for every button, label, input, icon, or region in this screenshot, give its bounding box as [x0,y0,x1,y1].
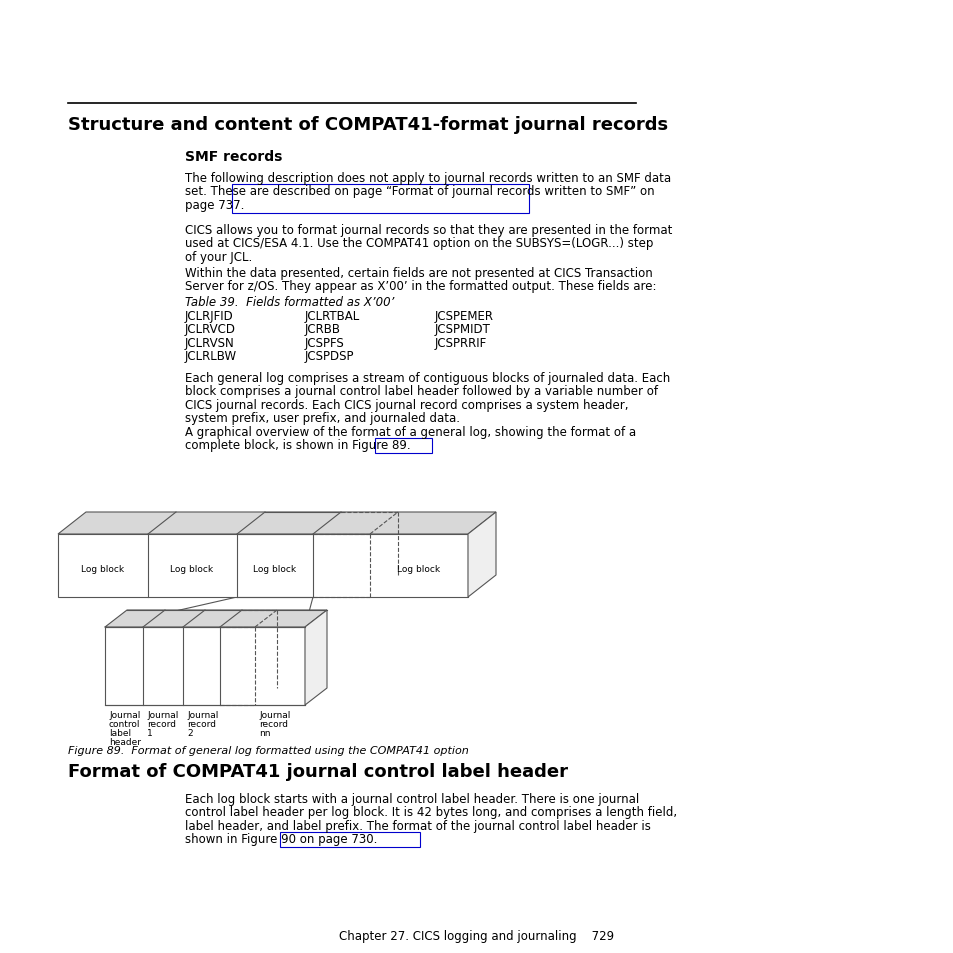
Bar [280,832,419,847]
Text: Within the data presented, certain fields are not presented at CICS Transaction: Within the data presented, certain field… [185,267,652,280]
Polygon shape [105,610,165,627]
Text: CICS allows you to format journal records so that they are presented in the form: CICS allows you to format journal record… [185,224,672,236]
Text: header: header [109,738,141,746]
Text: used at CICS/ESA 4.1. Use the COMPAT41 option on the SUBSYS=(LOGR...) step: used at CICS/ESA 4.1. Use the COMPAT41 o… [185,237,653,251]
Text: Journal: Journal [258,710,290,720]
Text: block comprises a journal control label header followed by a variable number of: block comprises a journal control label … [185,385,658,398]
Text: Format of COMPAT41 journal control label header: Format of COMPAT41 journal control label… [68,762,567,781]
Text: Log block: Log block [171,565,213,574]
Text: JCSPDSP: JCSPDSP [305,350,355,363]
Text: JCLRJFID: JCLRJFID [185,310,233,323]
Text: 2: 2 [187,728,193,738]
Text: system prefix, user prefix, and journaled data.: system prefix, user prefix, and journale… [185,412,459,425]
Text: label header, and label prefix. The format of the journal control label header i: label header, and label prefix. The form… [185,820,650,832]
Text: record: record [258,720,288,728]
Text: complete block, is shown in Figure 89.: complete block, is shown in Figure 89. [185,439,410,452]
Bar [375,438,432,454]
Polygon shape [236,513,340,535]
Text: Chapter 27. CICS logging and journaling    729: Chapter 27. CICS logging and journaling … [339,929,614,942]
Polygon shape [468,513,496,598]
Text: of your JCL.: of your JCL. [185,251,252,264]
Text: A graphical overview of the format of a general log, showing the format of a: A graphical overview of the format of a … [185,426,636,438]
Polygon shape [58,535,468,598]
Text: Journal: Journal [109,710,140,720]
Text: Journal: Journal [187,710,218,720]
Text: CICS journal records. Each CICS journal record comprises a system header,: CICS journal records. Each CICS journal … [185,398,628,412]
Polygon shape [236,535,313,598]
Text: Log block: Log block [397,565,440,574]
Text: 1: 1 [147,728,152,738]
Text: Table 39.  Fields formatted as X’00’: Table 39. Fields formatted as X’00’ [185,295,394,309]
Text: record: record [187,720,215,728]
Text: JCSPRRIF: JCSPRRIF [435,336,487,350]
Text: JCSPFS: JCSPFS [305,336,344,350]
Text: Log block: Log block [81,565,125,574]
Text: JCLRLBW: JCLRLBW [185,350,237,363]
Text: shown in Figure 90 on page 730.: shown in Figure 90 on page 730. [185,833,377,845]
Text: JCRBB: JCRBB [305,323,340,336]
Polygon shape [105,610,327,627]
Polygon shape [305,610,327,705]
Text: Figure 89.  Format of general log formatted using the COMPAT41 option: Figure 89. Format of general log formatt… [68,745,468,755]
Text: label: label [109,728,131,738]
Text: nn: nn [258,728,271,738]
Text: set. These are described on page “Format of journal records written to SMF” on: set. These are described on page “Format… [185,185,654,198]
Text: Each general log comprises a stream of contiguous blocks of journaled data. Each: Each general log comprises a stream of c… [185,372,670,385]
Text: record: record [147,720,175,728]
Text: JCSPMIDT: JCSPMIDT [435,323,491,336]
Text: JCSPEMER: JCSPEMER [435,310,494,323]
Text: JCLRVCD: JCLRVCD [185,323,235,336]
Polygon shape [105,627,143,705]
Text: Server for z/OS. They appear as X’00’ in the formatted output. These fields are:: Server for z/OS. They appear as X’00’ in… [185,280,656,294]
Polygon shape [105,627,305,705]
Text: The following description does not apply to journal records written to an SMF da: The following description does not apply… [185,172,670,185]
Bar [232,184,529,213]
Text: SMF records: SMF records [185,150,282,164]
Text: Log block: Log block [253,565,296,574]
Text: control label header per log block. It is 42 bytes long, and comprises a length : control label header per log block. It i… [185,805,677,819]
Polygon shape [58,513,496,535]
Text: page 737.: page 737. [185,199,244,212]
Text: Each log block starts with a journal control label header. There is one journal: Each log block starts with a journal con… [185,792,639,805]
Text: control: control [109,720,140,728]
Text: JCLRVSN: JCLRVSN [185,336,234,350]
Text: Journal: Journal [147,710,178,720]
Text: Structure and content of COMPAT41-format journal records: Structure and content of COMPAT41-format… [68,116,667,133]
Text: JCLRTBAL: JCLRTBAL [305,310,360,323]
